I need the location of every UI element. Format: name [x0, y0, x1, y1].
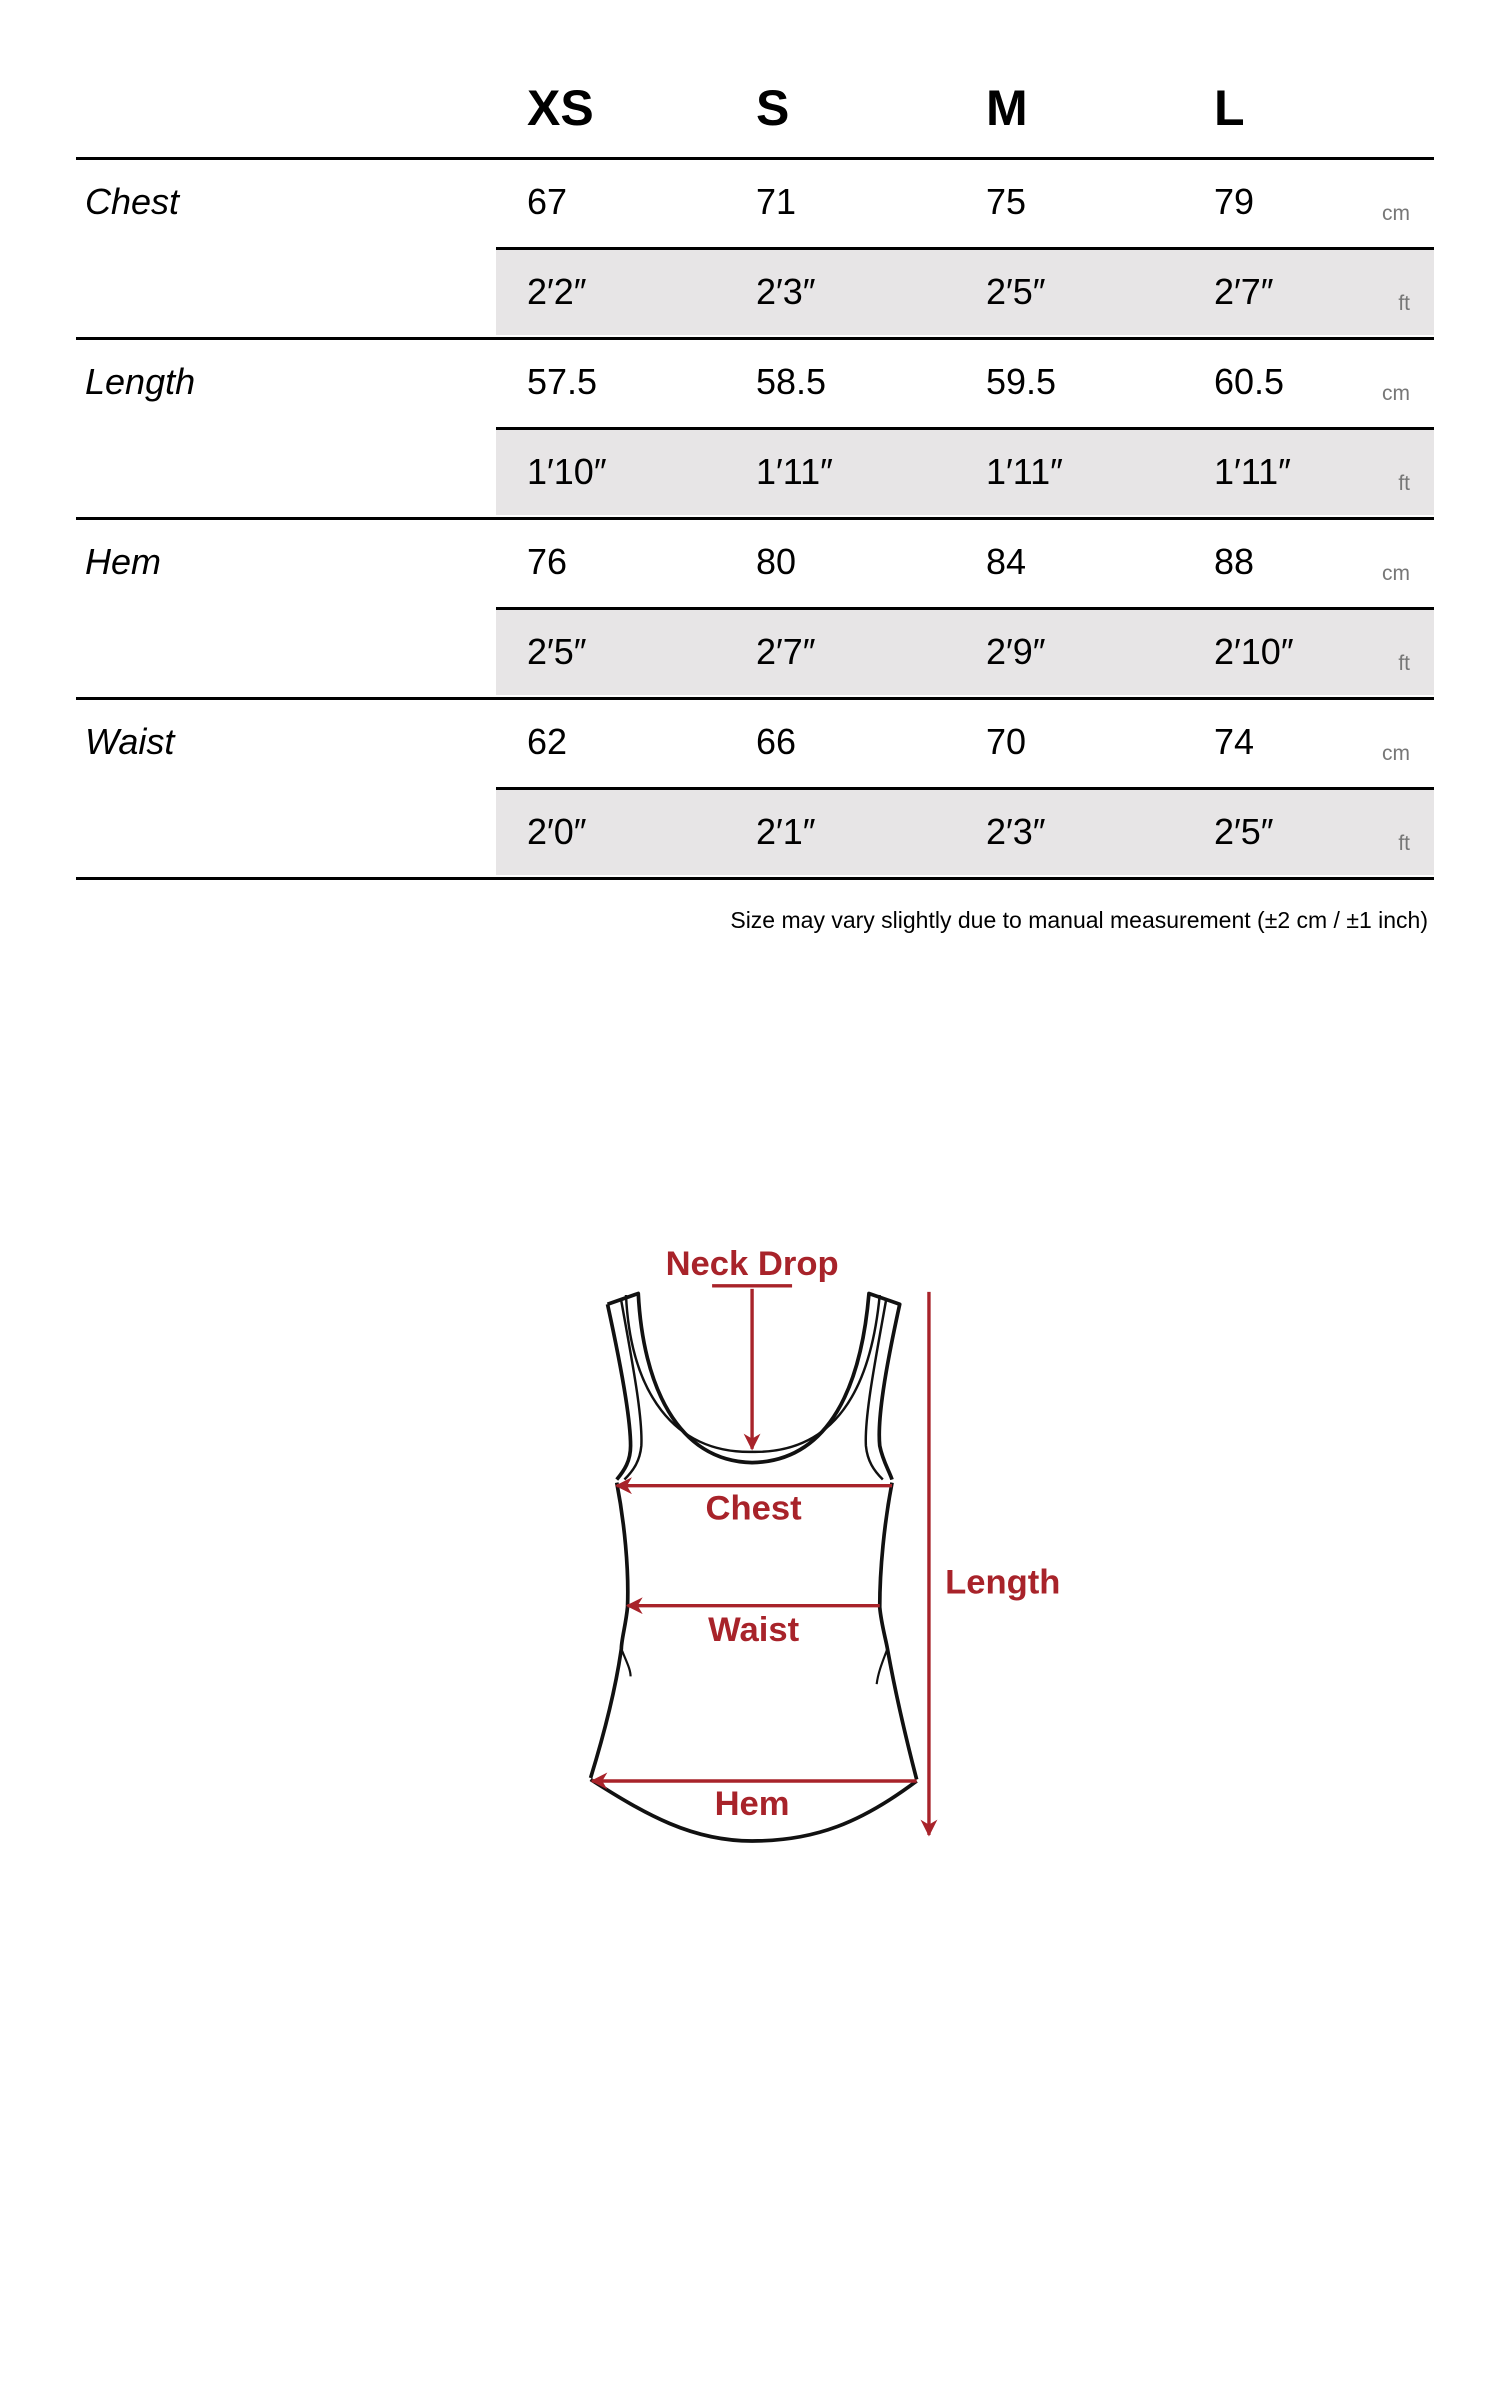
ft-value: 2′7″ — [1214, 271, 1274, 312]
cm-value: 79 — [1214, 181, 1255, 222]
ft-value: 2′3″ — [756, 271, 816, 312]
size-header-s: S — [756, 80, 790, 136]
unit-ft: ft — [1398, 652, 1410, 675]
cm-value: 75 — [986, 181, 1027, 222]
section-rule — [76, 517, 1434, 520]
measurement-note: Size may vary slightly due to manual mea… — [730, 907, 1428, 933]
unit-cm: cm — [1382, 742, 1410, 765]
cm-value: 67 — [527, 181, 568, 222]
ft-value: 1′11″ — [756, 451, 833, 492]
size-header-l: L — [1214, 80, 1245, 136]
measurement-label-length: Length — [85, 361, 196, 402]
hem-label: Hem — [715, 1785, 790, 1823]
row-divider — [496, 427, 1434, 430]
ft-value: 2′5″ — [986, 271, 1046, 312]
cm-value: 57.5 — [527, 361, 598, 402]
imperial-row-shade — [496, 608, 1434, 695]
cm-value: 62 — [527, 721, 568, 762]
tank-top-outline — [588, 1291, 919, 1843]
row-divider — [496, 607, 1434, 610]
unit-cm: cm — [1382, 202, 1410, 225]
row-divider — [496, 787, 1434, 790]
section-rule — [76, 697, 1434, 700]
unit-ft: ft — [1398, 832, 1410, 855]
cm-value: 71 — [756, 181, 797, 222]
ft-value: 2′1″ — [756, 811, 816, 852]
length-label: Length — [945, 1563, 1060, 1601]
ft-value: 2′3″ — [986, 811, 1046, 852]
imperial-row-shade — [496, 248, 1434, 335]
size-header-xs: XS — [527, 80, 594, 136]
measurement-label-waist: Waist — [85, 721, 175, 762]
imperial-row-shade — [496, 788, 1434, 875]
ft-value: 2′0″ — [527, 811, 587, 852]
cm-value: 60.5 — [1214, 361, 1285, 402]
row-divider — [496, 247, 1434, 250]
ft-value: 2′5″ — [527, 631, 587, 672]
cm-value: 59.5 — [986, 361, 1057, 402]
unit-cm: cm — [1382, 382, 1410, 405]
cm-value: 80 — [756, 541, 797, 582]
ft-value: 2′10″ — [1214, 631, 1294, 672]
neck-drop-label: Neck Drop — [666, 1245, 839, 1283]
unit-ft: ft — [1398, 472, 1410, 495]
section-rule — [76, 877, 1434, 880]
ft-value: 1′10″ — [527, 451, 607, 492]
cm-value: 66 — [756, 721, 797, 762]
unit-cm: cm — [1382, 562, 1410, 585]
cm-value: 76 — [527, 541, 568, 582]
ft-value: 2′5″ — [1214, 811, 1274, 852]
header-rule — [76, 157, 1434, 160]
section-rule — [76, 337, 1434, 340]
cm-value: 88 — [1214, 541, 1255, 582]
ft-value: 1′11″ — [986, 451, 1063, 492]
waist-label: Waist — [708, 1611, 799, 1649]
measurement-label-hem: Hem — [85, 541, 162, 582]
chest-label: Chest — [706, 1490, 803, 1528]
imperial-row-shade — [496, 428, 1434, 515]
cm-value: 74 — [1214, 721, 1255, 762]
ft-value: 2′9″ — [986, 631, 1046, 672]
ft-value: 2′7″ — [756, 631, 816, 672]
cm-value: 58.5 — [756, 361, 827, 402]
measurement-label-chest: Chest — [85, 181, 180, 222]
ft-value: 2′2″ — [527, 271, 587, 312]
size-header-m: M — [986, 80, 1028, 136]
ft-value: 1′11″ — [1214, 451, 1291, 492]
cm-value: 70 — [986, 721, 1027, 762]
unit-ft: ft — [1398, 292, 1410, 315]
cm-value: 84 — [986, 541, 1027, 582]
